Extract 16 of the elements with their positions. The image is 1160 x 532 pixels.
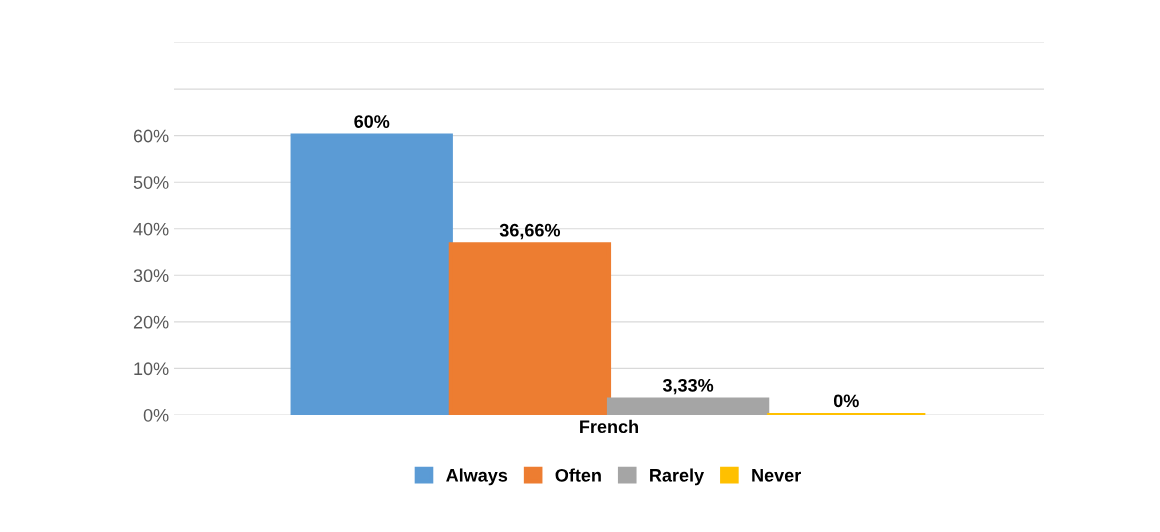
y-tick-label: 20% xyxy=(133,315,169,329)
y-tick-label: 0% xyxy=(143,408,169,422)
data-label: 60% xyxy=(354,115,390,128)
data-label: 36,66% xyxy=(499,223,561,240)
legend-label: Often xyxy=(555,468,601,482)
y-tick-label: 40% xyxy=(133,222,169,236)
data-label: 0% xyxy=(833,394,859,408)
y-tick-label: 60% xyxy=(133,129,169,143)
legend-label: Never xyxy=(752,469,801,482)
y-tick-label: 30% xyxy=(133,269,169,283)
y-tick-label: 10% xyxy=(134,362,169,376)
legend-label: Always xyxy=(446,468,508,486)
y-tick-label: 50% xyxy=(133,176,169,189)
data-label: 3,33% xyxy=(662,378,714,395)
legend-label: Rarely xyxy=(650,468,705,486)
x-tick-label: French xyxy=(580,419,638,434)
